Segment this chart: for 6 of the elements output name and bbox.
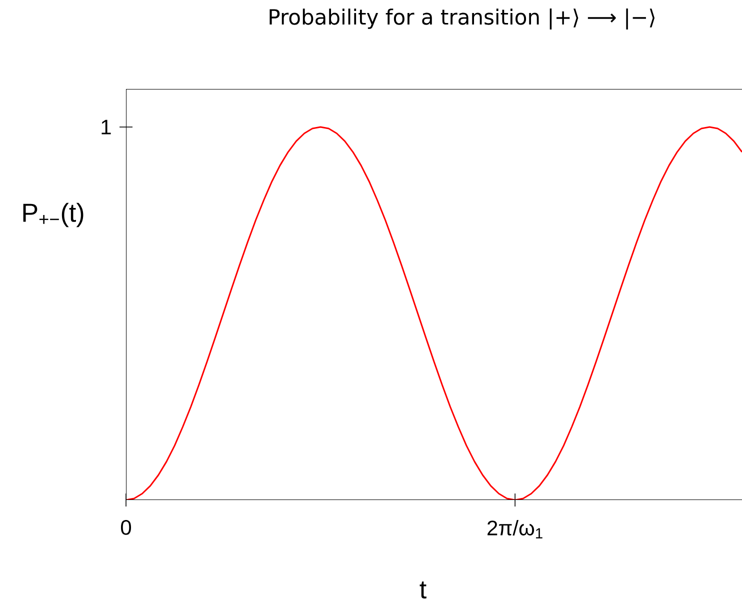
y-axis-title: P$_{+−}$(t) xyxy=(23,202,84,228)
x-tick-label: 2π/ω$_{1}$ xyxy=(488,520,542,538)
x-tick-label: 0 xyxy=(120,520,132,535)
text: 1 xyxy=(102,120,111,134)
chart-title: Probability for a transition |+⟩ ⟶ |−⟩ xyxy=(270,8,655,30)
x-axis-title: t xyxy=(420,581,426,598)
